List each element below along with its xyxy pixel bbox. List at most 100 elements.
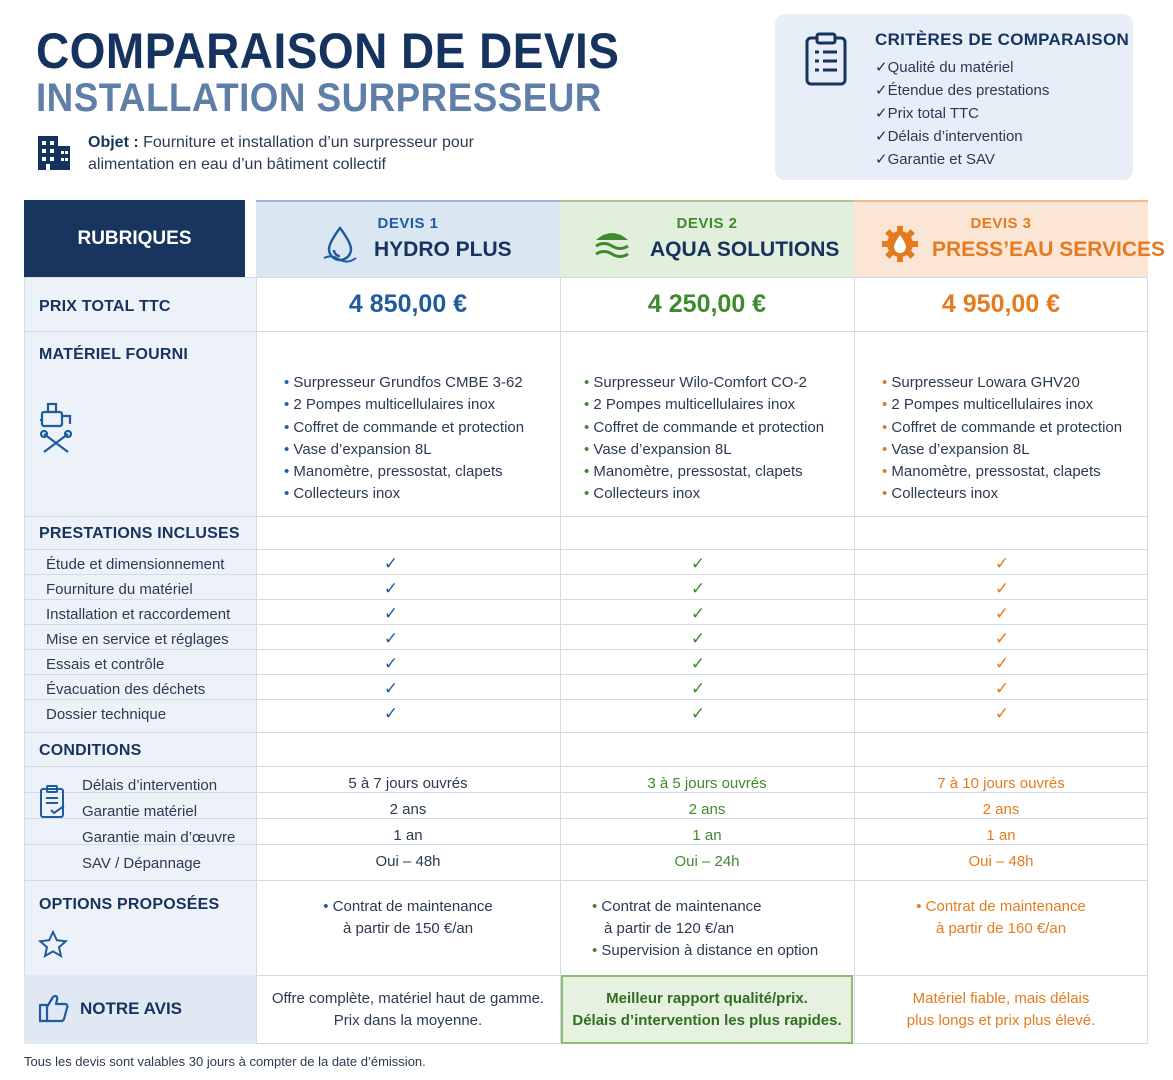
check-icon: ✓ [383, 654, 399, 673]
list-item: Vase d’expansion 8L [882, 439, 1122, 461]
devis3-number: DEVIS 3 [970, 215, 1032, 232]
building-icon [38, 136, 70, 170]
condition-value: 7 à 10 jours ouvrés [937, 775, 1065, 792]
condition-value: 2 ans [982, 801, 1020, 818]
materiel-list-devis3: Surpresseur Lowara GHV20 2 Pompes multic… [882, 372, 1122, 506]
criteria-item: Prix total TTC [875, 102, 1049, 125]
avis-devis2: Meilleur rapport qualité/prix. Délais d’… [560, 988, 854, 1032]
objet-label: Objet : [88, 134, 139, 151]
criteria-item: Délais d’intervention [875, 125, 1049, 148]
list-item: Vase d’expansion 8L [284, 439, 524, 461]
devis3-name: PRESS’EAU SERVICES [932, 238, 1166, 261]
criteria-box: CRITÈRES DE COMPARAISON Qualité du matér… [775, 14, 1133, 180]
prix-devis1: 4 850,00 € [348, 290, 468, 318]
condition-value: 3 à 5 jours ouvrés [647, 775, 767, 792]
list-item: Collecteurs inox [584, 483, 824, 505]
prix-devis2: 4 250,00 € [647, 290, 767, 318]
list-item: Manomètre, pressostat, clapets [284, 461, 524, 483]
prestation-item: Dossier technique [46, 706, 167, 723]
footnote: Tous les devis sont valables 30 jours à … [24, 1054, 426, 1069]
avis-label: NOTRE AVIS [80, 999, 183, 1018]
check-icon: ✓ [383, 579, 399, 598]
option-line: à partir de 150 €/an [342, 920, 474, 937]
water-drop-icon [323, 225, 357, 263]
option-line: à partir de 120 €/an [604, 920, 735, 937]
objet-text-line2: alimentation en eau d’un bâtiment collec… [88, 156, 386, 173]
condition-value: 1 an [393, 827, 423, 844]
rubriques-column [24, 277, 256, 1044]
devis2-name: AQUA SOLUTIONS [650, 238, 840, 261]
list-item: Collecteurs inox [882, 483, 1122, 505]
list-item: 2 Pompes multicellulaires inox [284, 394, 524, 416]
condition-value: 2 ans [688, 801, 726, 818]
prix-label: PRIX TOTAL TTC [39, 298, 171, 315]
tools-icon [39, 402, 73, 453]
star-icon [38, 930, 68, 958]
prestations-label: PRESTATIONS INCLUSES [39, 525, 240, 542]
list-item: Collecteurs inox [284, 483, 524, 505]
list-item: 2 Pompes multicellulaires inox [584, 394, 824, 416]
page-title: COMPARAISON DE DEVIS [36, 23, 620, 79]
devis2-number: DEVIS 2 [676, 215, 738, 232]
prestation-item: Installation et raccordement [46, 606, 231, 623]
gear-drop-icon [882, 226, 918, 262]
condition-value: 1 an [986, 827, 1016, 844]
devis1-header: DEVIS 1 HYDRO PLUS [256, 200, 560, 277]
criteria-title: CRITÈRES DE COMPARAISON [875, 30, 1130, 49]
check-icon: ✓ [994, 604, 1010, 623]
avis-line: Offre complète, matériel haut de gamme. [271, 990, 545, 1007]
condition-value: Oui – 48h [968, 853, 1034, 870]
check-icon: ✓ [994, 679, 1010, 698]
condition-label: Garantie matériel [82, 803, 198, 820]
condition-value: Oui – 48h [375, 853, 441, 870]
criteria-item: Étendue des prestations [875, 79, 1050, 102]
avis-line: Meilleur rapport qualité/prix. [606, 990, 808, 1007]
rubriques-header: RUBRIQUES [24, 200, 245, 277]
materiel-label: MATÉRIEL FOURNI [39, 346, 189, 363]
thumbs-up-icon [38, 994, 69, 1023]
check-icon: ✓ [690, 654, 706, 673]
prestation-item: Étude et dimensionnement [46, 556, 225, 573]
condition-value: 1 an [692, 827, 722, 844]
check-icon: ✓ [383, 554, 399, 573]
options-label: OPTIONS PROPOSÉES [39, 896, 220, 913]
check-icon: ✓ [383, 629, 399, 648]
list-item: Surpresseur Grundfos CMBE 3-62 [284, 372, 524, 394]
avis-devis3: Matériel fiable, mais délais plus longs … [854, 988, 1148, 1032]
check-icon: ✓ [383, 679, 399, 698]
list-item: Manomètre, pressostat, clapets [882, 461, 1122, 483]
criteria-list: Qualité du matériel Étendue des prestati… [875, 56, 1050, 171]
prix-devis3: 4 950,00 € [941, 290, 1061, 318]
objet-description: Objet : Fourniture et installation d’un … [88, 132, 508, 176]
objet-text-line1: Fourniture et installation d’un surpress… [143, 134, 474, 151]
avis-line: Matériel fiable, mais délais [912, 990, 1090, 1007]
list-item: Vase d’expansion 8L [584, 439, 824, 461]
materiel-list-devis1: Surpresseur Grundfos CMBE 3-62 2 Pompes … [284, 372, 524, 506]
devis1-number: DEVIS 1 [377, 215, 439, 232]
check-icon: ✓ [994, 579, 1010, 598]
option-line: Supervision à distance en option [601, 942, 819, 959]
list-item: Manomètre, pressostat, clapets [584, 461, 824, 483]
check-icon: ✓ [690, 579, 706, 598]
list-item: Coffret de commande et protection [584, 417, 824, 439]
check-icon: ✓ [994, 704, 1010, 723]
document-check-icon [40, 785, 65, 818]
check-icon: ✓ [690, 604, 706, 623]
check-icon: ✓ [690, 629, 706, 648]
condition-value: Oui – 24h [674, 853, 740, 870]
avis-line: Délais d’intervention les plus rapides. [572, 1012, 842, 1029]
water-waves-icon [595, 233, 629, 258]
option-line: à partir de 160 €/an [935, 920, 1067, 937]
condition-value: 5 à 7 jours ouvrés [348, 775, 468, 792]
prestation-item: Évacuation des déchets [46, 681, 206, 698]
check-icon: ✓ [994, 654, 1010, 673]
avis-label-cell [24, 975, 256, 1044]
list-item: 2 Pompes multicellulaires inox [882, 394, 1122, 416]
devis3-header: DEVIS 3 PRESS’EAU SERVICES [854, 200, 1165, 277]
avis-line: Prix dans la moyenne. [333, 1012, 483, 1029]
comparison-table: RUBRIQUES DEVIS 1 HYDRO PLUS DEVIS 2 AQU… [24, 200, 1165, 1044]
devis1-name: HYDRO PLUS [374, 238, 512, 261]
list-item: Surpresseur Lowara GHV20 [882, 372, 1122, 394]
option-line: Contrat de maintenance [332, 898, 493, 915]
check-icon: ✓ [383, 704, 399, 723]
